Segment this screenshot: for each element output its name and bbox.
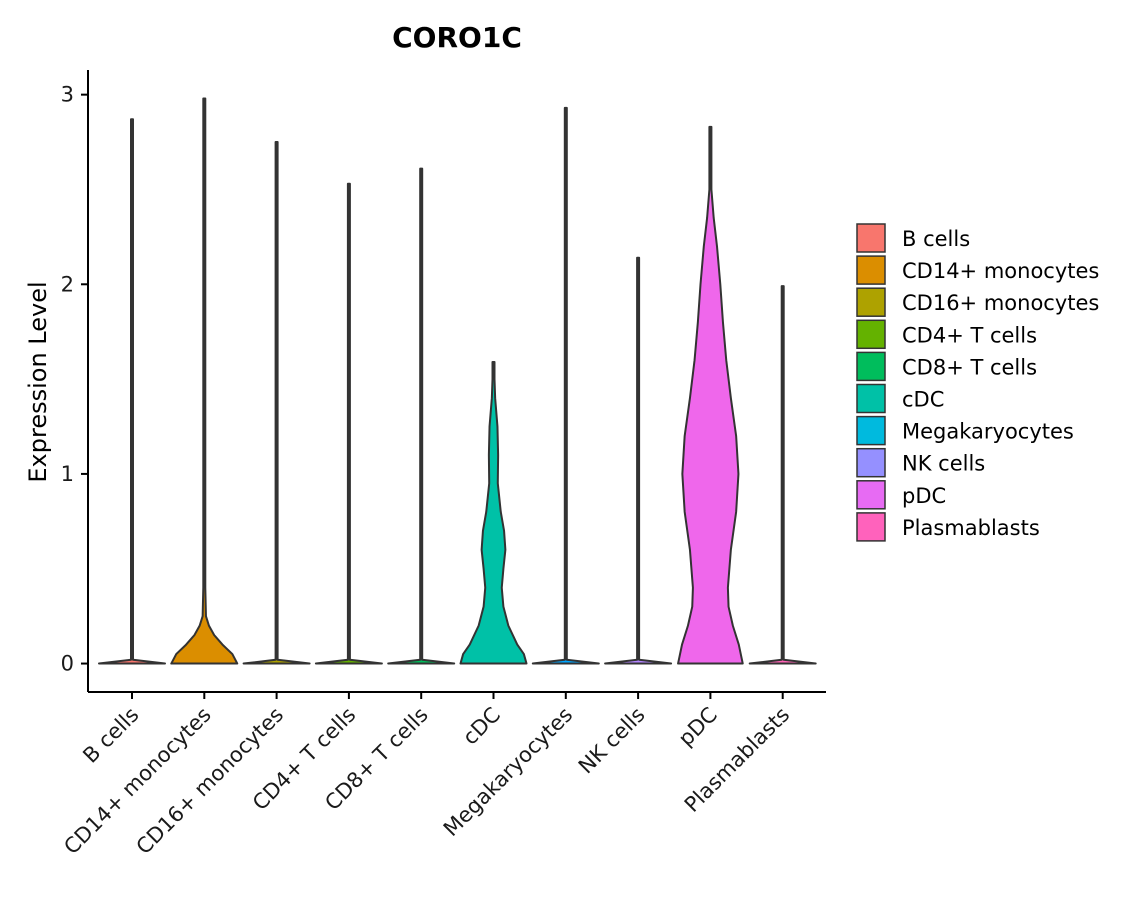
legend-swatch-cd16plus-monocytes [856, 287, 886, 317]
legend-label-cd16plus-monocytes: CD16+ monocytes [902, 291, 1099, 315]
chart-title: CORO1C [392, 21, 522, 54]
legend-swatch-cdc [856, 383, 886, 414]
legend-swatch-cd8plus-t-cells [856, 351, 886, 382]
legend-label-nk-cells: NK cells [902, 452, 985, 476]
violin-cd8plus-t-cells [387, 167, 456, 665]
legend-swatch-plasmablasts [856, 512, 886, 542]
y-tick-label: 2 [61, 272, 74, 296]
y-tick-label: 3 [61, 83, 74, 107]
violin-pdc [677, 125, 744, 665]
y-tick-label: 1 [61, 462, 74, 486]
x-tick-label-cdc: cDC [458, 703, 505, 750]
legend-label-cd4plus-t-cells: CD4+ T cells [902, 323, 1037, 347]
violin-cd16plus-monocytes [242, 141, 311, 665]
legend-label-cdc: cDC [902, 388, 944, 412]
legend-label-b-cells: B cells [902, 227, 970, 251]
legend-swatch-nk-cells [856, 447, 886, 478]
violin-cdc [459, 361, 528, 665]
x-tick-label-nk-cells: NK cells [574, 703, 650, 779]
legend-swatch-pdc [856, 480, 886, 510]
legend-label-plasmablasts: Plasmablasts [902, 516, 1040, 540]
violin-cd4plus-t-cells [314, 182, 383, 665]
violin-plasmablasts [748, 285, 817, 665]
x-tick-label-b-cells: B cells [78, 703, 143, 768]
legend-swatch-cd4plus-t-cells [856, 319, 886, 350]
y-axis-label: Expression Level [24, 281, 52, 482]
violin-cd14plus-monocytes [170, 97, 239, 665]
legend-label-cd8plus-t-cells: CD8+ T cells [902, 355, 1037, 379]
legend-label-pdc: pDC [902, 484, 946, 508]
legend-label-megakaryocytes: Megakaryocytes [902, 420, 1074, 444]
legend: B cells CD14+ monocytes CD16+ monocytes CD4… [856, 223, 1099, 542]
x-tick-label-megakaryocytes: Megakaryocytes [439, 703, 578, 842]
y-tick-label: 0 [61, 652, 74, 676]
violin-megakaryocytes [531, 106, 600, 665]
y-axis: 0 1 2 3 [61, 70, 89, 692]
violin-nk-cells [604, 256, 673, 665]
legend-swatch-b-cells [856, 223, 886, 253]
legend-swatch-megakaryocytes [856, 415, 886, 446]
plot-area [98, 97, 817, 665]
legend-label-cd14plus-monocytes: CD14+ monocytes [902, 259, 1099, 283]
x-tick-label-pdc: pDC [674, 703, 722, 751]
legend-swatch-cd14plus-monocytes [856, 255, 886, 285]
violin-b-cells [98, 118, 166, 665]
